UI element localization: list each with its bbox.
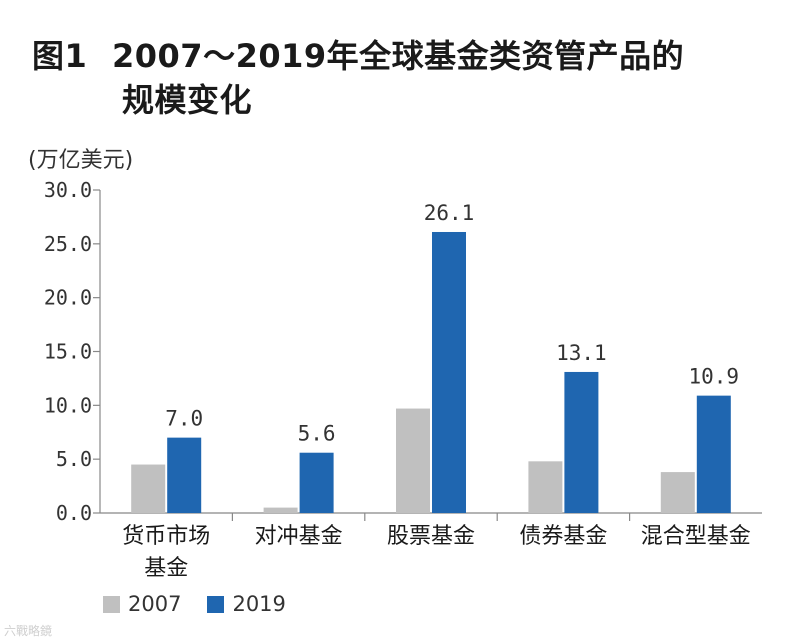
watermark: 六戰略鏡 xyxy=(4,624,53,638)
bar-2007-2 xyxy=(396,408,430,513)
legend: 2007 2019 xyxy=(103,592,300,616)
y-tick-label: 15.0 xyxy=(44,340,92,364)
x-category-label: 债券基金 xyxy=(519,524,607,549)
x-category-label: 混合型基金 xyxy=(641,524,751,549)
legend-label-2007: 2007 xyxy=(128,592,182,616)
legend-swatch-2019 xyxy=(207,595,225,613)
data-label-2019-2: 26.1 xyxy=(424,201,475,225)
legend-item-2019: 2019 xyxy=(207,592,286,616)
data-label-2019-1: 5.6 xyxy=(298,422,336,446)
x-category-label: 基金 xyxy=(144,556,188,581)
bar-2007-3 xyxy=(528,461,563,513)
title-line-2: 规模变化 xyxy=(122,81,253,119)
bar-2019-3 xyxy=(564,371,599,513)
legend-item-2007: 2007 xyxy=(103,592,181,616)
bar-2007-1 xyxy=(263,507,298,513)
figure-number: 图1 xyxy=(32,37,88,75)
bar-2019-0 xyxy=(167,437,202,513)
x-category-label: 货币市场 xyxy=(122,524,210,549)
y-tick-label: 30.0 xyxy=(44,178,92,202)
y-axis-unit: (万亿美元) xyxy=(28,148,134,173)
y-tick-label: 10.0 xyxy=(44,393,92,417)
data-label-2019-0: 7.0 xyxy=(165,407,203,431)
x-category-label: 对冲基金 xyxy=(255,524,343,549)
data-label-2019-4: 10.9 xyxy=(689,365,740,389)
bar-2019-4 xyxy=(696,395,731,513)
y-tick-label: 25.0 xyxy=(44,232,92,256)
bar-2007-4 xyxy=(660,472,695,513)
title-line-1: 2007～2019年全球基金类资管产品的 xyxy=(112,37,685,75)
y-tick-label: 20.0 xyxy=(44,286,92,310)
x-category-label: 股票基金 xyxy=(387,524,475,549)
data-label-2019-3: 13.1 xyxy=(556,341,607,365)
chart-title: 图1 2007～2019年全球基金类资管产品的 规模变化 xyxy=(32,34,684,122)
legend-label-2019: 2019 xyxy=(232,592,286,616)
legend-swatch-2007 xyxy=(103,595,120,613)
y-tick-label: 0.0 xyxy=(56,501,92,525)
bar-2007-0 xyxy=(131,464,166,513)
y-tick-label: 5.0 xyxy=(56,447,92,471)
bar-2019-1 xyxy=(299,452,334,513)
bar-2019-2 xyxy=(432,231,466,514)
